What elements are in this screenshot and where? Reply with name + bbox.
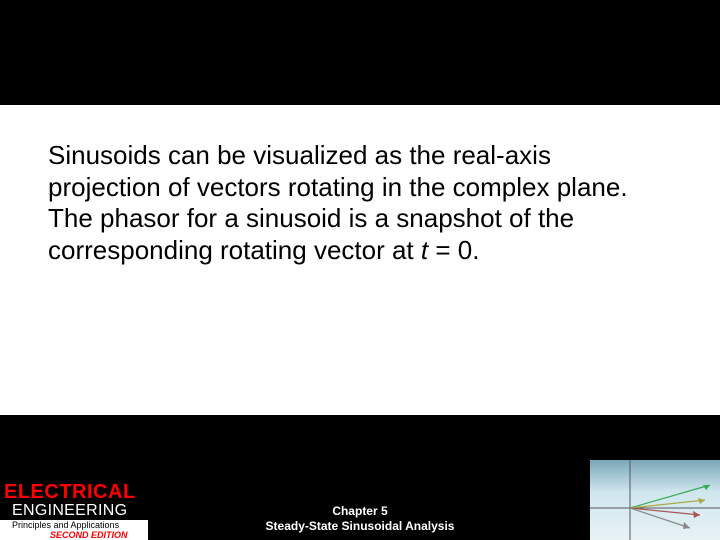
content-area: Sinusoids can be visualized as the real-… xyxy=(0,105,720,415)
decorative-graphic xyxy=(590,460,720,540)
main-paragraph: Sinusoids can be visualized as the real-… xyxy=(48,140,648,267)
brand-electrical: ELECTRICAL xyxy=(0,482,148,502)
paragraph-text-post: = 0. xyxy=(428,235,479,265)
phasor-icon xyxy=(590,460,720,540)
paragraph-text-pre: Sinusoids can be visualized as the real-… xyxy=(48,140,628,265)
